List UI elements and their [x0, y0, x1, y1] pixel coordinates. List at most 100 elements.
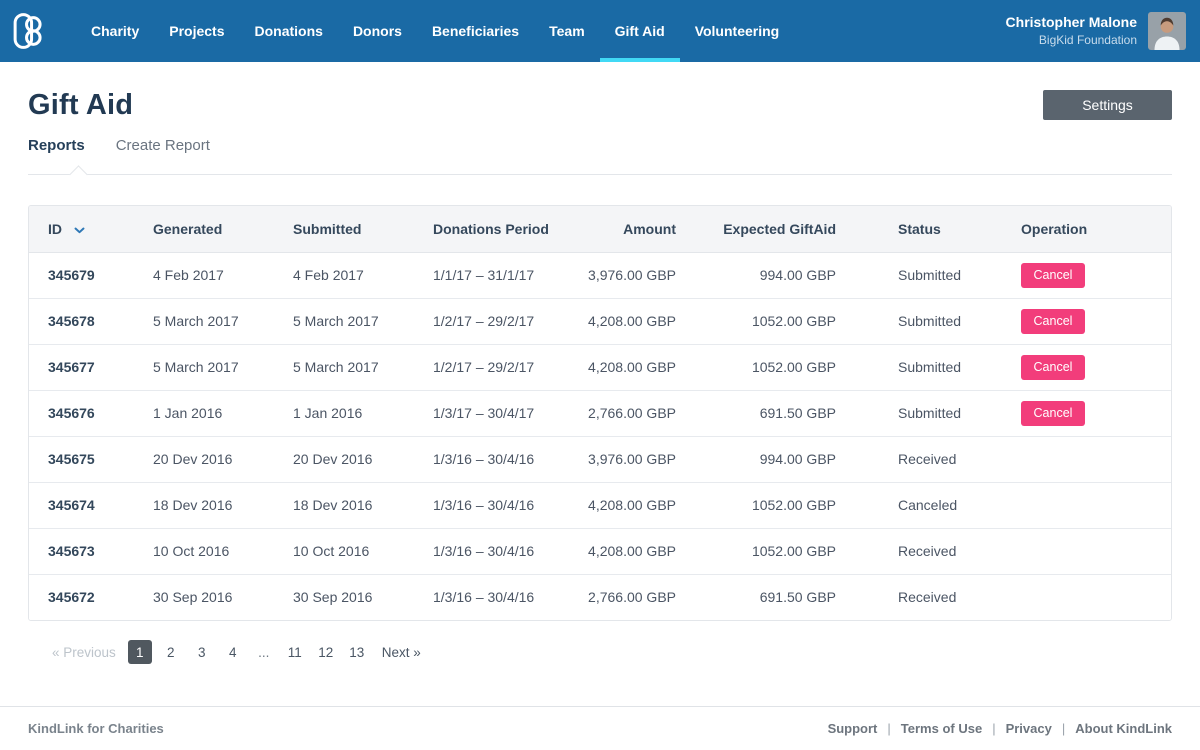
active-tab-notch: [69, 165, 87, 183]
report-id: 345676: [29, 390, 153, 436]
table-row: 345672 30 Sep 2016 30 Sep 2016 1/3/16 – …: [29, 574, 1171, 620]
generated-date: 4 Feb 2017: [153, 252, 293, 298]
submitted-date: 5 March 2017: [293, 344, 433, 390]
main-content: Gift Aid Settings Reports Create Report …: [0, 84, 1200, 664]
column-header-id[interactable]: ID: [29, 206, 153, 252]
footer-link[interactable]: About KindLink: [1075, 721, 1172, 736]
settings-button[interactable]: Settings: [1043, 90, 1172, 120]
donations-period: 1/2/17 – 29/2/17: [433, 344, 573, 390]
report-id: 345677: [29, 344, 153, 390]
pagination-page[interactable]: 1: [128, 640, 152, 664]
generated-date: 5 March 2017: [153, 344, 293, 390]
column-header-donations-period: Donations Period: [433, 206, 573, 252]
table-row: 345674 18 Dev 2016 18 Dev 2016 1/3/16 – …: [29, 482, 1171, 528]
submitted-date: 18 Dev 2016: [293, 482, 433, 528]
kindlink-logo-icon[interactable]: [13, 0, 42, 62]
nav-item[interactable]: Volunteering: [680, 0, 795, 62]
amount-value: 2,766.00 GBP: [573, 574, 676, 620]
submitted-date: 1 Jan 2016: [293, 390, 433, 436]
table-header-row: ID Generated Submitted Donations Period …: [29, 206, 1171, 252]
expected-giftaid-value: 1052.00 GBP: [676, 344, 836, 390]
pagination-previous[interactable]: « Previous: [52, 645, 116, 660]
donations-period: 1/3/16 – 30/4/16: [433, 574, 573, 620]
expected-giftaid-value: 1052.00 GBP: [676, 528, 836, 574]
submitted-date: 4 Feb 2017: [293, 252, 433, 298]
report-id: 345674: [29, 482, 153, 528]
footer-link[interactable]: Privacy: [1006, 721, 1052, 736]
donations-period: 1/1/17 – 31/1/17: [433, 252, 573, 298]
report-id: 345678: [29, 298, 153, 344]
amount-value: 2,766.00 GBP: [573, 390, 676, 436]
status-label: Canceled: [836, 482, 1021, 528]
status-label: Received: [836, 436, 1021, 482]
user-organisation: BigKid Foundation: [1006, 32, 1137, 48]
nav-item[interactable]: Donations: [239, 0, 337, 62]
cancel-button[interactable]: Cancel: [1021, 401, 1085, 426]
status-label: Submitted: [836, 298, 1021, 344]
status-label: Received: [836, 528, 1021, 574]
pagination-page: ...: [252, 640, 276, 664]
main-menu: Charity Projects Donations Donors Benefi…: [76, 0, 794, 62]
pagination-page[interactable]: 2: [159, 640, 183, 664]
table-row: 345673 10 Oct 2016 10 Oct 2016 1/3/16 – …: [29, 528, 1171, 574]
pagination-next[interactable]: Next »: [382, 645, 421, 660]
footer-link-separator: |: [1062, 721, 1065, 736]
table-row: 345678 5 March 2017 5 March 2017 1/2/17 …: [29, 298, 1171, 344]
pagination-page[interactable]: 3: [190, 640, 214, 664]
giftaid-reports-table: ID Generated Submitted Donations Period …: [28, 205, 1172, 621]
tab-reports[interactable]: Reports: [28, 137, 85, 154]
amount-value: 3,976.00 GBP: [573, 436, 676, 482]
nav-item[interactable]: Projects: [154, 0, 239, 62]
table-row: 345676 1 Jan 2016 1 Jan 2016 1/3/17 – 30…: [29, 390, 1171, 436]
status-label: Submitted: [836, 390, 1021, 436]
status-label: Submitted: [836, 252, 1021, 298]
column-header-amount: Amount: [573, 206, 676, 252]
cancel-button[interactable]: Cancel: [1021, 263, 1085, 288]
nav-item[interactable]: Donors: [338, 0, 417, 62]
pagination-page[interactable]: 13: [345, 640, 369, 664]
submitted-date: 5 March 2017: [293, 298, 433, 344]
footer-link[interactable]: Terms of Use: [901, 721, 982, 736]
page-footer: KindLink for Charities Support | Terms o…: [0, 706, 1200, 750]
column-header-submitted: Submitted: [293, 206, 433, 252]
generated-date: 18 Dev 2016: [153, 482, 293, 528]
donations-period: 1/3/16 – 30/4/16: [433, 528, 573, 574]
expected-giftaid-value: 994.00 GBP: [676, 252, 836, 298]
submitted-date: 10 Oct 2016: [293, 528, 433, 574]
column-header-generated: Generated: [153, 206, 293, 252]
report-id: 345672: [29, 574, 153, 620]
footer-link[interactable]: Support: [828, 721, 878, 736]
donations-period: 1/3/16 – 30/4/16: [433, 436, 573, 482]
table-row: 345677 5 March 2017 5 March 2017 1/2/17 …: [29, 344, 1171, 390]
donations-period: 1/3/17 – 30/4/17: [433, 390, 573, 436]
column-header-expected-giftaid: Expected GiftAid: [676, 206, 836, 252]
generated-date: 5 March 2017: [153, 298, 293, 344]
cancel-button[interactable]: Cancel: [1021, 355, 1085, 380]
pagination-page[interactable]: 4: [221, 640, 245, 664]
status-label: Received: [836, 574, 1021, 620]
nav-item[interactable]: Gift Aid: [600, 0, 680, 62]
amount-value: 4,208.00 GBP: [573, 298, 676, 344]
report-id: 345673: [29, 528, 153, 574]
top-nav: Charity Projects Donations Donors Benefi…: [0, 0, 1200, 62]
table-row: 345679 4 Feb 2017 4 Feb 2017 1/1/17 – 31…: [29, 252, 1171, 298]
cancel-button[interactable]: Cancel: [1021, 309, 1085, 334]
report-id: 345675: [29, 436, 153, 482]
status-label: Submitted: [836, 344, 1021, 390]
pagination-page[interactable]: 12: [314, 640, 338, 664]
nav-item[interactable]: Team: [534, 0, 600, 62]
nav-item[interactable]: Beneficiaries: [417, 0, 534, 62]
avatar[interactable]: [1148, 12, 1186, 50]
footer-link-separator: |: [887, 721, 890, 736]
expected-giftaid-value: 994.00 GBP: [676, 436, 836, 482]
nav-item[interactable]: Charity: [76, 0, 154, 62]
user-menu[interactable]: Christopher Malone BigKid Foundation: [1006, 0, 1186, 62]
pagination-page[interactable]: 11: [283, 640, 307, 664]
user-name: Christopher Malone: [1006, 13, 1137, 32]
generated-date: 20 Dev 2016: [153, 436, 293, 482]
donations-period: 1/3/16 – 30/4/16: [433, 482, 573, 528]
expected-giftaid-value: 691.50 GBP: [676, 390, 836, 436]
footer-link-separator: |: [992, 721, 995, 736]
tab-create-report[interactable]: Create Report: [116, 137, 210, 154]
column-header-operation: Operation: [1021, 206, 1171, 252]
